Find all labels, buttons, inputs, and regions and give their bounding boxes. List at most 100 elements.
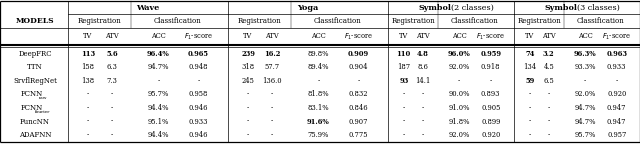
Text: -: - <box>458 77 460 85</box>
Text: -: - <box>317 77 319 85</box>
Text: -: - <box>247 91 249 98</box>
Text: 0.948: 0.948 <box>189 63 208 71</box>
Text: Wave: Wave <box>136 4 159 11</box>
Text: 89.8%: 89.8% <box>308 50 329 58</box>
Text: 94.4%: 94.4% <box>148 131 169 139</box>
Text: $F_1$-score: $F_1$-score <box>344 31 373 42</box>
Text: -: - <box>548 118 550 126</box>
Text: -: - <box>271 131 273 139</box>
Text: MODELS: MODELS <box>16 17 54 25</box>
Text: 95.7%: 95.7% <box>575 131 596 139</box>
Text: ACC: ACC <box>452 33 467 40</box>
Text: TV: TV <box>243 33 253 40</box>
Text: 0.775: 0.775 <box>349 131 368 139</box>
Text: 0.893: 0.893 <box>481 91 500 98</box>
Text: 92.0%: 92.0% <box>449 131 470 139</box>
Text: TV: TV <box>525 33 534 40</box>
Text: -: - <box>403 104 405 112</box>
Text: TTN: TTN <box>27 63 43 71</box>
Text: 92.0%: 92.0% <box>575 91 596 98</box>
Text: -: - <box>529 91 531 98</box>
Text: 6.3: 6.3 <box>107 63 117 71</box>
Text: 83.1%: 83.1% <box>308 104 329 112</box>
Text: -: - <box>271 104 273 112</box>
Text: Classification: Classification <box>154 17 202 25</box>
Text: $F_1$-score: $F_1$-score <box>602 31 631 42</box>
Text: ACC: ACC <box>311 33 326 40</box>
Text: FCNN: FCNN <box>21 91 43 98</box>
Text: 4.5: 4.5 <box>543 63 554 71</box>
Text: ACC: ACC <box>578 33 593 40</box>
Text: 96.4%: 96.4% <box>147 50 170 58</box>
Text: -: - <box>271 91 273 98</box>
Text: 0.946: 0.946 <box>189 104 208 112</box>
Text: -: - <box>87 118 89 126</box>
Text: -: - <box>403 118 405 126</box>
Text: -: - <box>529 118 531 126</box>
Text: (2 classes): (2 classes) <box>451 4 494 11</box>
Text: 0.963: 0.963 <box>606 50 627 58</box>
Text: 3.2: 3.2 <box>543 50 554 58</box>
Text: 0.959: 0.959 <box>480 50 501 58</box>
Text: raw: raw <box>39 96 47 100</box>
Text: -: - <box>87 104 89 112</box>
Text: 93.3%: 93.3% <box>575 63 596 71</box>
Text: Registration: Registration <box>391 17 435 25</box>
Text: -: - <box>87 131 89 139</box>
Text: -: - <box>422 118 424 126</box>
Text: 0.958: 0.958 <box>189 91 208 98</box>
Text: 0.846: 0.846 <box>349 104 368 112</box>
Text: DeepFRC: DeepFRC <box>19 50 52 58</box>
Text: ACC: ACC <box>151 33 166 40</box>
Text: 94.4%: 94.4% <box>148 104 169 112</box>
Text: TV: TV <box>399 33 408 40</box>
Text: 318: 318 <box>241 63 255 71</box>
Text: 96.3%: 96.3% <box>574 50 596 58</box>
Text: 110: 110 <box>397 50 411 58</box>
Text: 0.957: 0.957 <box>607 131 627 139</box>
Text: 7.3: 7.3 <box>107 77 117 85</box>
Text: -: - <box>111 91 113 98</box>
Text: -: - <box>584 77 586 85</box>
Text: 5.6: 5.6 <box>106 50 118 58</box>
Text: -: - <box>548 104 550 112</box>
Text: 92.0%: 92.0% <box>449 63 470 71</box>
Text: FuncNN: FuncNN <box>20 118 50 126</box>
Text: 95.7%: 95.7% <box>148 91 169 98</box>
Text: 0.933: 0.933 <box>189 118 208 126</box>
Text: -: - <box>403 91 405 98</box>
Text: -: - <box>271 118 273 126</box>
Text: 0.947: 0.947 <box>607 104 627 112</box>
Text: -: - <box>111 118 113 126</box>
Text: 89.4%: 89.4% <box>308 63 329 71</box>
Text: 59: 59 <box>525 77 534 85</box>
Text: 91.8%: 91.8% <box>449 118 470 126</box>
Text: -: - <box>529 131 531 139</box>
Text: 0.905: 0.905 <box>481 104 500 112</box>
Text: -: - <box>111 131 113 139</box>
Text: FCNN: FCNN <box>21 104 43 112</box>
Text: Classification: Classification <box>577 17 624 25</box>
Text: 4.8: 4.8 <box>417 50 429 58</box>
Text: 0.920: 0.920 <box>607 91 627 98</box>
Text: -: - <box>247 118 249 126</box>
Text: 14.1: 14.1 <box>415 77 430 85</box>
Text: 8.6: 8.6 <box>417 63 428 71</box>
Text: Symbol: Symbol <box>418 4 451 11</box>
Text: 91.0%: 91.0% <box>449 104 470 112</box>
Text: 187: 187 <box>397 63 410 71</box>
Text: 90.0%: 90.0% <box>449 91 470 98</box>
Text: -: - <box>529 104 531 112</box>
Text: 0.899: 0.899 <box>481 118 500 126</box>
Text: -: - <box>403 131 405 139</box>
Text: -: - <box>197 77 200 85</box>
Text: 0.909: 0.909 <box>348 50 369 58</box>
Text: $F_1$-score: $F_1$-score <box>184 31 213 42</box>
Text: 138: 138 <box>81 77 95 85</box>
Text: 113: 113 <box>81 50 95 58</box>
Text: -: - <box>357 77 360 85</box>
Text: 16.2: 16.2 <box>264 50 280 58</box>
Text: Symbol: Symbol <box>544 4 577 11</box>
Text: -: - <box>87 91 89 98</box>
Text: Registration: Registration <box>78 17 122 25</box>
